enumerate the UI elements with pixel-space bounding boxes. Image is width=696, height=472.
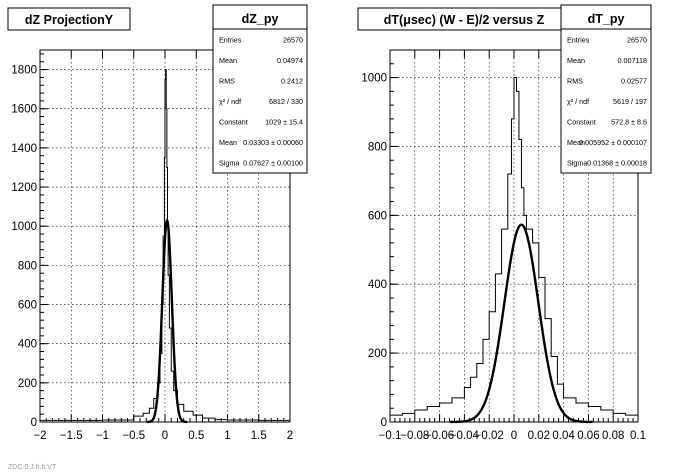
stats-row-label: Mean bbox=[567, 56, 585, 65]
right-title-box: dT(μsec) (W - E)/2 versus Z bbox=[357, 7, 571, 31]
x-tick-label: −0.02 bbox=[475, 430, 504, 442]
y-tick-label: 400 bbox=[368, 279, 387, 291]
stats-box-frame bbox=[212, 4, 308, 174]
stats-row-value: 0.07627 ± 0.00100 bbox=[243, 159, 303, 168]
stats-row-value: 6812 / 330 bbox=[269, 97, 303, 106]
stats-row-label: Sigma bbox=[219, 159, 239, 168]
footer-label: ZDC.0.J.h.b.VT bbox=[8, 464, 57, 471]
y-tick-label: 200 bbox=[368, 348, 387, 360]
stats-row-label: Constant bbox=[567, 118, 596, 127]
left-y-axis: 0 200 400 600 800 1000 1200 1400 1600 1800 bbox=[11, 53, 48, 429]
right-histogram-series bbox=[389, 77, 639, 422]
y-tick-label: 0 bbox=[381, 417, 387, 429]
stats-row-value: 0.007118 bbox=[618, 56, 647, 65]
y-tick-label: 1200 bbox=[11, 182, 37, 194]
stats-row-label: χ² / ndf bbox=[567, 97, 589, 106]
x-tick-label: −0.1 bbox=[379, 430, 402, 442]
stats-row-label: RMS bbox=[219, 76, 235, 85]
y-tick-label: 1600 bbox=[11, 104, 37, 116]
y-tick-label: 600 bbox=[368, 210, 387, 222]
right-chart-title: dT(μsec) (W - E)/2 versus Z bbox=[384, 13, 545, 27]
left-title-box: dZ ProjectionY bbox=[7, 7, 131, 31]
right-panel: −0.1−0.08−0.06−0.04−0.02 0 0.02 0.04 0.06 0.0… bbox=[357, 4, 652, 442]
stats-row-label: Entries bbox=[567, 35, 590, 44]
x-tick-label: −2 bbox=[33, 430, 46, 442]
stats-row-value: 0.01368 ± 0.00018 bbox=[587, 159, 647, 168]
left-gaussian-fit-series bbox=[146, 218, 188, 424]
stats-row-label: Mean bbox=[567, 138, 585, 147]
y-tick-label: 1800 bbox=[11, 65, 37, 77]
y-tick-label: 1400 bbox=[11, 143, 37, 155]
y-tick-label: 600 bbox=[18, 300, 37, 312]
stats-box-title: dZ_py bbox=[242, 12, 279, 26]
stats-row-value: 0.03303 ± 0.00060 bbox=[243, 138, 303, 147]
stats-row-value: 5619 / 197 bbox=[613, 97, 647, 106]
stats-row-label: χ² / ndf bbox=[219, 97, 241, 106]
left-chart-title: dZ ProjectionY bbox=[25, 13, 114, 27]
right-gaussian-fit-series bbox=[450, 223, 593, 424]
stats-row-value: 26570 bbox=[283, 35, 303, 44]
x-tick-label: −0.06 bbox=[425, 430, 454, 442]
stats-row-value: 0.02577 bbox=[621, 76, 647, 85]
stats-row-label: Sigma bbox=[567, 159, 587, 168]
stats-row-value: 572.8 ± 8.6 bbox=[611, 118, 647, 127]
x-tick-label: −1.5 bbox=[60, 430, 83, 442]
y-tick-label: 800 bbox=[368, 141, 387, 153]
x-tick-label: 0.08 bbox=[602, 430, 624, 442]
y-tick-label: 200 bbox=[18, 378, 37, 390]
y-tick-label: 0 bbox=[31, 417, 37, 429]
x-tick-label: 0 bbox=[162, 430, 168, 442]
left-panel: −2 −1.5 −1 −0.5 0 0.5 1 1.5 2 0 200 400 600 800 1000 1… bbox=[7, 4, 308, 442]
x-tick-label: −0.04 bbox=[450, 430, 480, 442]
stats-row-value: 0.04974 bbox=[277, 56, 303, 65]
x-tick-label: −0.5 bbox=[122, 430, 145, 442]
x-tick-label: 1.5 bbox=[251, 430, 267, 442]
right-y-axis: 0 200 400 600 800 1000 bbox=[361, 49, 398, 429]
x-tick-label: −0.08 bbox=[400, 430, 429, 442]
x-tick-label: 2 bbox=[287, 430, 293, 442]
x-tick-label: 0.06 bbox=[577, 430, 599, 442]
x-tick-label: 1 bbox=[224, 430, 230, 442]
stats-row-label: Entries bbox=[219, 35, 242, 44]
x-tick-label: 0.1 bbox=[630, 430, 646, 442]
stats-row-label: Constant bbox=[219, 118, 248, 127]
stats-row-value: 0.005952 ± 0.000107 bbox=[579, 138, 647, 147]
stats-box-title: dT_py bbox=[588, 12, 625, 26]
stats-row-value: 26570 bbox=[627, 35, 647, 44]
y-tick-label: 1000 bbox=[361, 73, 387, 85]
x-tick-label: 0.5 bbox=[188, 430, 204, 442]
x-tick-label: 0.02 bbox=[528, 430, 550, 442]
x-tick-label: 0 bbox=[511, 430, 517, 442]
x-tick-label: 0.04 bbox=[552, 430, 575, 442]
stats-row-label: Mean bbox=[219, 56, 237, 65]
stats-row-label: Mean bbox=[219, 138, 237, 147]
stats-box-frame bbox=[560, 4, 652, 174]
y-tick-label: 800 bbox=[18, 260, 37, 272]
stats-row-label: RMS bbox=[567, 76, 583, 85]
right-stats-box: dT_py Entries 26570 Mean 0.007118 RMS 0.02577 χ… bbox=[560, 4, 652, 174]
stats-row-value: 1029 ± 15.4 bbox=[265, 118, 303, 127]
left-histogram-series bbox=[39, 69, 290, 422]
y-tick-label: 400 bbox=[18, 339, 37, 351]
x-tick-label: −1 bbox=[96, 430, 109, 442]
y-tick-label: 1000 bbox=[11, 221, 37, 233]
stats-row-value: 0.2412 bbox=[281, 76, 303, 85]
